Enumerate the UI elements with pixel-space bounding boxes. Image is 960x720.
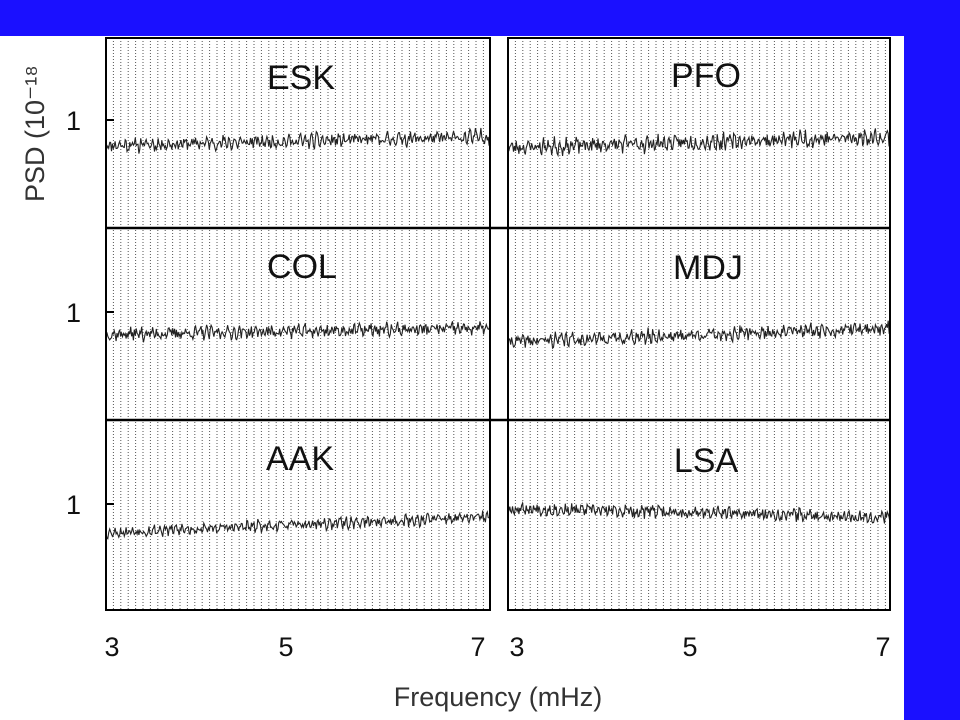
x-tick-label-left-3: 3 [104, 632, 119, 662]
frame-layer [105, 37, 891, 611]
y-axis-label: PSD (10⁻¹⁸ [20, 65, 50, 202]
series-layer [105, 127, 891, 540]
x-tick-label-right-7: 7 [875, 632, 890, 662]
series-line-esk [105, 127, 491, 154]
station-label-pfo: PFO [671, 57, 741, 95]
x-axis-label: Frequency (mHz) [394, 682, 603, 712]
station-label-lsa: LSA [674, 442, 739, 480]
y-tick-label-row-2: 1 [66, 298, 81, 328]
grid-layer [112, 38, 886, 610]
series-line-pfo [507, 128, 891, 158]
x-tick-label-left-5: 5 [278, 632, 293, 662]
panel-frame-col1 [105, 37, 491, 611]
x-tick-label-right-3: 3 [509, 632, 524, 662]
series-line-lsa [507, 501, 891, 524]
station-label-aak: AAK [266, 440, 334, 478]
x-tick-label-right-5: 5 [682, 632, 697, 662]
series-line-col [105, 321, 491, 343]
x-tick-label-left-7: 7 [470, 632, 485, 662]
y-tick-label-row-1: 1 [66, 106, 81, 136]
right-accent-bar [904, 0, 960, 720]
panel-frame-col2 [507, 37, 891, 611]
station-label-esk: ESK [267, 59, 335, 97]
series-line-aak [105, 510, 491, 540]
top-accent-bar [0, 0, 960, 36]
y-tick-label-row-3: 1 [66, 490, 81, 520]
station-label-mdj: MDJ [673, 249, 743, 287]
series-line-mdj [507, 320, 891, 350]
station-label-col: COL [267, 248, 337, 286]
